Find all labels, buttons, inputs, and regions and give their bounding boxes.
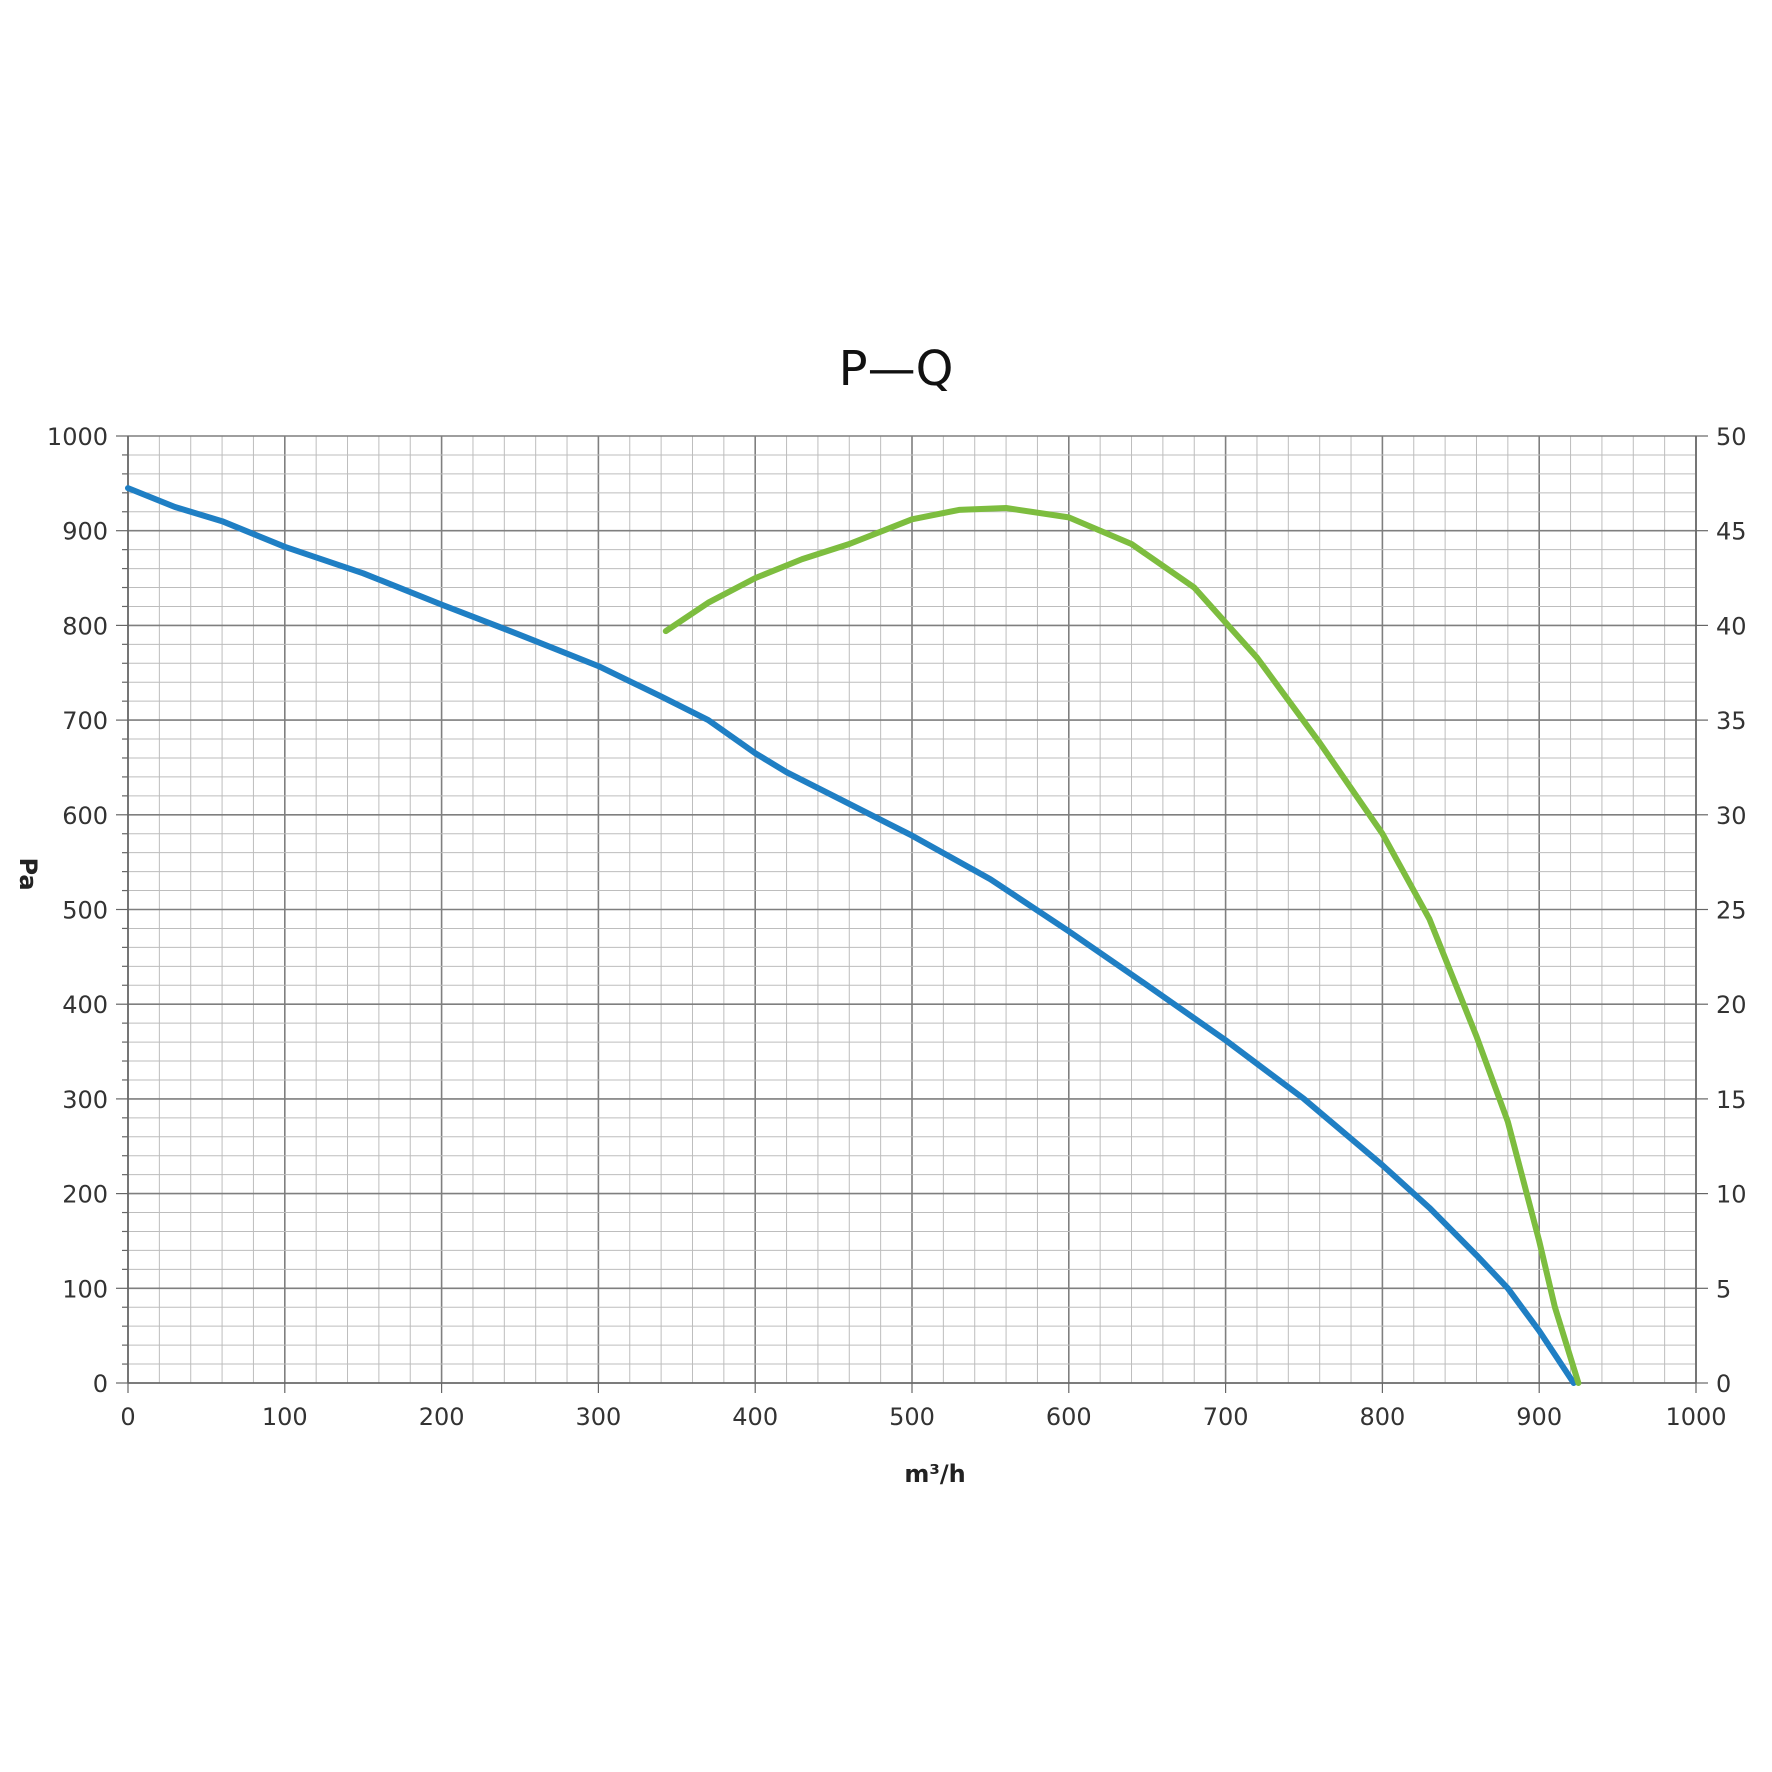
series-line-left [125,485,1577,1386]
x-tick-label: 800 [1359,1403,1405,1431]
series-line-right [662,505,1582,1386]
y2-tick-label: 5 [1716,1275,1731,1303]
x-tick-label: 900 [1516,1403,1562,1431]
y-axis-label: Pa [14,857,42,890]
x-tick-label: 600 [1046,1403,1092,1431]
y-tick-label: 0 [93,1370,108,1398]
y-tick-label: 300 [62,1086,108,1114]
y2-tick-label: 25 [1716,897,1747,925]
y-tick-label: 900 [62,518,108,546]
y-tick-label: 600 [62,802,108,830]
y2-tick-label: 50 [1716,423,1747,451]
y2-tick-label: 15 [1716,1086,1747,1114]
y-tick-label: 500 [62,897,108,925]
axes [116,435,1708,1393]
y2-tick-label: 0 [1716,1370,1731,1398]
y2-tick-label: 35 [1716,707,1747,735]
tick-labels: 0 100 200 300 400 500 600 700 800 900 100001002003… [47,423,1747,1431]
y2-tick-label: 10 [1716,1181,1747,1209]
chart-title: P—Q [839,341,954,397]
grid [127,435,1697,1384]
y2-tick-label: 40 [1716,612,1747,640]
y2-tick-label: 20 [1716,991,1747,1019]
x-tick-label: 1000 [1665,1403,1726,1431]
x-tick-label: 400 [732,1403,778,1431]
x-tick-label: 700 [1203,1403,1249,1431]
y-tick-label: 400 [62,991,108,1019]
y-tick-label: 200 [62,1181,108,1209]
x-tick-label: 200 [419,1403,465,1431]
x-tick-label: 500 [889,1403,935,1431]
y-tick-label: 100 [62,1275,108,1303]
series-layer [125,485,1582,1386]
y-tick-label: 700 [62,707,108,735]
x-tick-label: 100 [262,1403,308,1431]
y2-tick-label: 30 [1716,802,1747,830]
x-tick-label: 0 [120,1403,135,1431]
y-tick-label: 1000 [47,423,108,451]
x-axis-label: m³/h [904,1460,965,1488]
y-tick-label: 800 [62,612,108,640]
x-tick-label: 300 [575,1403,621,1431]
y2-tick-label: 45 [1716,518,1747,546]
